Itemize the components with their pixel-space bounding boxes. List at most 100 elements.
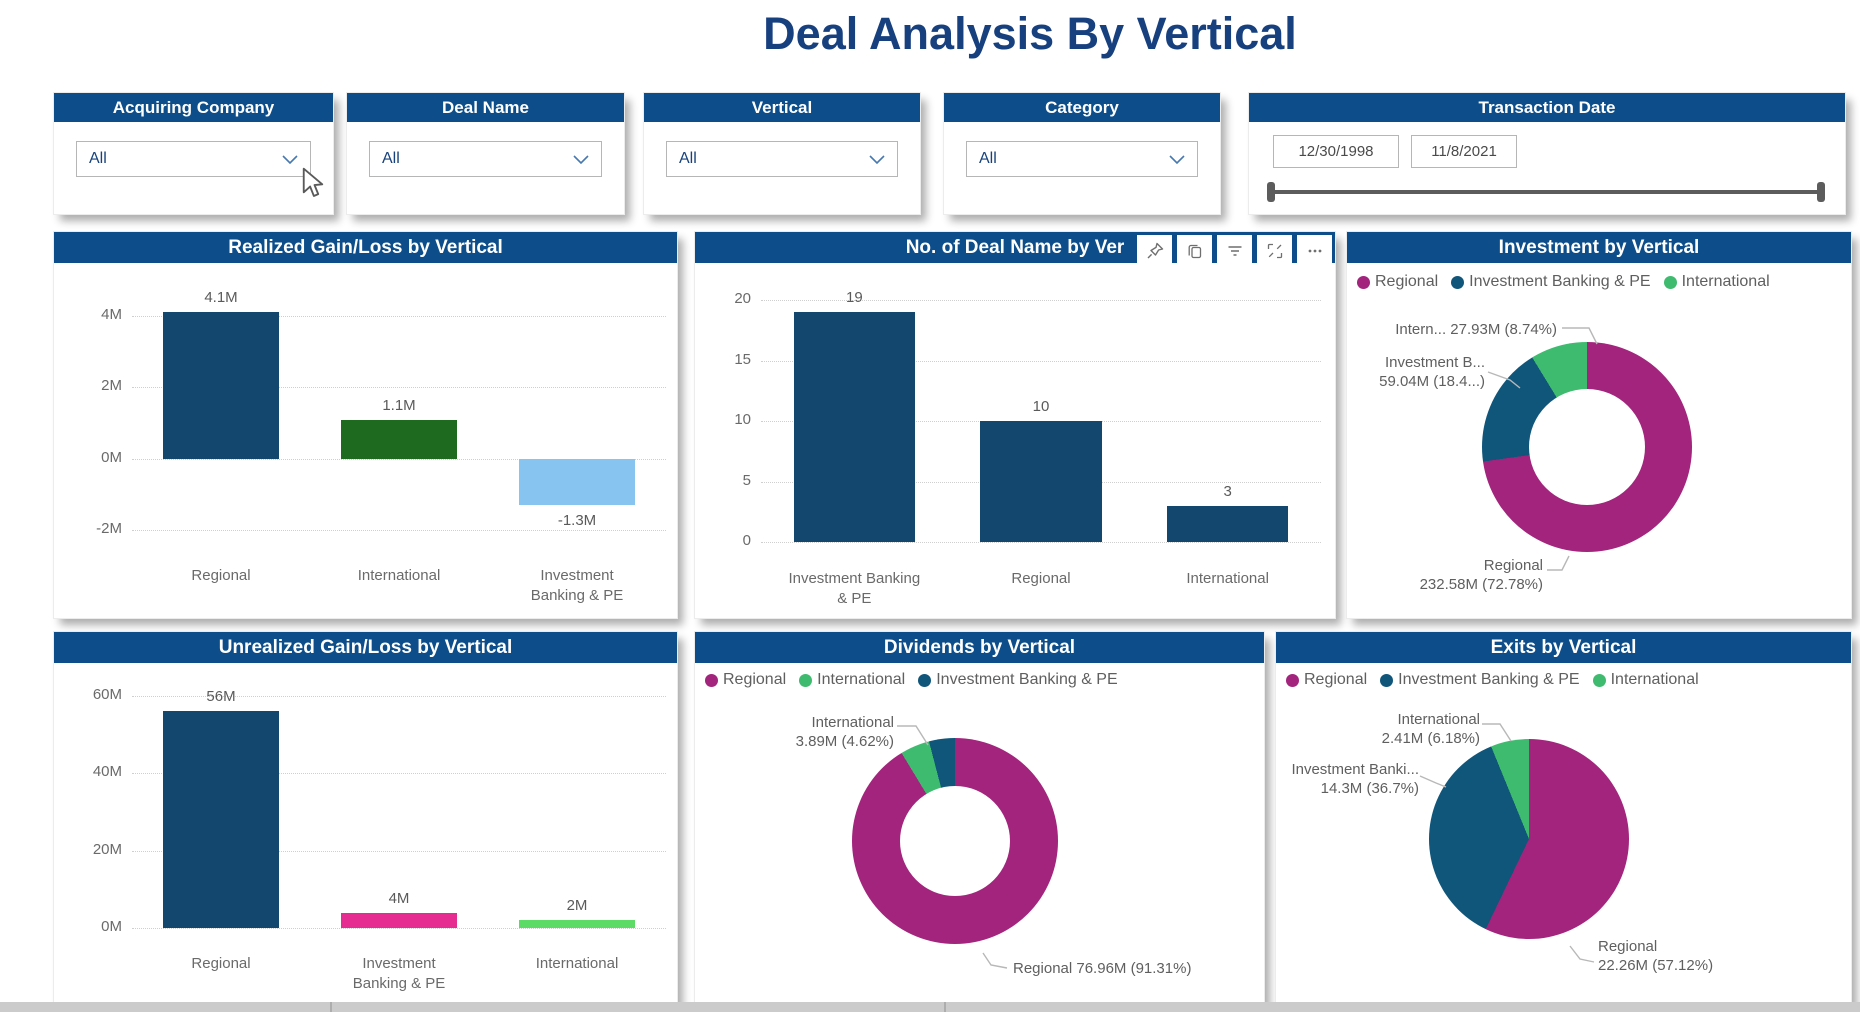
- legend-item[interactable]: International: [1592, 671, 1699, 689]
- legend-dot: [1451, 275, 1465, 289]
- filter-icon[interactable]: [1217, 235, 1252, 266]
- y-axis-tick: 0M: [101, 448, 122, 466]
- callout-line: Regional 76.96M (91.31%): [1013, 960, 1192, 977]
- bar-international[interactable]: [1167, 505, 1289, 542]
- slicer-title: Deal Name: [442, 97, 529, 117]
- bar-international[interactable]: [519, 920, 635, 928]
- gridline: [761, 360, 1321, 362]
- gridline: [132, 695, 666, 697]
- callout-international: International 2.41M (6.18%): [1328, 710, 1480, 748]
- visual-toolbar: [1137, 235, 1332, 266]
- chart-title: No. of Deal Name by Ver: [905, 236, 1125, 258]
- chart-title: Unrealized Gain/Loss by Vertical: [218, 636, 513, 658]
- donut-investment[interactable]: [1482, 342, 1692, 552]
- legend-item[interactable]: Regional: [705, 671, 786, 689]
- y-axis-tick: 40M: [92, 763, 122, 781]
- bar-international[interactable]: [341, 419, 457, 459]
- x-axis-category: Investment Banking & PE: [530, 567, 624, 604]
- x-axis-category: Investment Banking & PE: [788, 570, 921, 607]
- date-range-handle-end[interactable]: [1817, 182, 1825, 202]
- donut-hole: [1529, 389, 1645, 505]
- gridline: [132, 928, 666, 929]
- callout-international: Intern... 27.93M (8.74%): [1347, 320, 1557, 339]
- legend-item[interactable]: Investment Banking & PE: [1380, 671, 1580, 689]
- bar-plot: 4M 2M 0M -2M 4.1M Regional 1.1M International -1…: [96, 280, 666, 604]
- data-label: -1.3M: [557, 512, 597, 530]
- callout-investment-banking: Investment B... 59.04M (18.4...): [1347, 353, 1485, 391]
- donut-dividends[interactable]: [852, 738, 1058, 944]
- dropdown-value: All: [979, 150, 997, 167]
- y-axis-tick: 10: [734, 411, 751, 429]
- start-date-input[interactable]: [1273, 135, 1399, 168]
- y-axis-tick: 2M: [101, 377, 122, 395]
- slicer-title: Vertical: [751, 97, 813, 117]
- date-range-handle-start[interactable]: [1267, 182, 1275, 202]
- legend-dot: [705, 673, 718, 687]
- panel-dividends: Dividends by Vertical Regional Internatio…: [694, 631, 1265, 1004]
- bar-regional[interactable]: [163, 312, 279, 459]
- chart-title-bar: Dividends by Vertical: [695, 632, 1264, 663]
- category-dropdown[interactable]: All: [966, 141, 1198, 177]
- slicer-deal-name: Deal Name All: [346, 92, 625, 215]
- gridline: [132, 773, 666, 775]
- gridline: [132, 458, 666, 460]
- chart-title-bar: Investment by Vertical: [1347, 232, 1851, 263]
- vertical-dropdown[interactable]: All: [666, 141, 898, 177]
- legend: Regional Investment Banking & PE Internati…: [1286, 671, 1699, 689]
- focus-mode-icon[interactable]: [1257, 235, 1292, 266]
- dropdown-value: All: [89, 150, 107, 167]
- legend-dot: [1380, 673, 1394, 687]
- slicer-header: Vertical: [644, 93, 920, 122]
- data-label: 56M: [206, 688, 236, 706]
- pie-exits[interactable]: [1429, 739, 1629, 939]
- gridline: [132, 530, 666, 532]
- chevron-down-icon: [282, 154, 298, 164]
- legend-item[interactable]: Regional: [1357, 273, 1438, 291]
- bar-regional[interactable]: [163, 711, 279, 928]
- deal-name-dropdown[interactable]: All: [369, 141, 602, 177]
- legend-item[interactable]: Regional: [1286, 671, 1367, 689]
- panel-exits: Exits by Vertical Regional Investment Ban…: [1275, 631, 1852, 1004]
- legend-item[interactable]: Investment Banking & PE: [918, 671, 1118, 689]
- x-axis-category: International: [357, 567, 441, 584]
- data-label: 19: [845, 289, 863, 307]
- x-axis-category: Regional: [1011, 570, 1071, 587]
- legend-item[interactable]: Investment Banking & PE: [1451, 273, 1651, 291]
- legend-label: Investment Banking & PE: [1398, 671, 1580, 688]
- y-axis-tick: 20M: [92, 840, 122, 858]
- chart-title: Dividends by Vertical: [883, 636, 1076, 658]
- y-axis-tick: 15: [734, 350, 751, 368]
- bar-regional[interactable]: [980, 421, 1102, 542]
- slicer-header: Acquiring Company: [54, 93, 333, 122]
- bar-investment[interactable]: [341, 912, 457, 928]
- end-date-input[interactable]: [1411, 135, 1517, 168]
- x-axis-category: Regional: [191, 955, 251, 972]
- callout-investment-banking: Investment Banki... 14.3M (36.7%): [1276, 760, 1419, 798]
- horizontal-scrollbar[interactable]: [0, 1002, 1860, 1012]
- slicer-header: Category: [944, 93, 1220, 122]
- copy-icon[interactable]: [1177, 235, 1212, 266]
- bar-investment[interactable]: [519, 458, 635, 506]
- date-range-track[interactable]: [1271, 190, 1821, 194]
- legend-label: Investment Banking & PE: [1469, 273, 1651, 290]
- bar-investment-banking[interactable]: [793, 312, 915, 542]
- callout-international: International 3.89M (4.62%): [742, 713, 894, 751]
- callout-line: International: [811, 714, 894, 731]
- legend-item[interactable]: International: [1663, 273, 1770, 291]
- gridline: [132, 850, 666, 852]
- gridline: [761, 300, 1321, 302]
- chart-title: Exits by Vertical: [1490, 636, 1637, 658]
- pin-icon[interactable]: [1137, 235, 1172, 266]
- legend-item[interactable]: International: [799, 671, 905, 689]
- acquiring-company-dropdown[interactable]: All: [76, 141, 311, 177]
- bar-plot: 20 15 10 5 0 19 Investment Banking & PE 10 Regio…: [734, 281, 1321, 607]
- more-options-icon[interactable]: [1297, 235, 1332, 266]
- panel-realized-gain-loss: Realized Gain/Loss by Vertical 4M 2M 0M -2M…: [53, 231, 678, 619]
- callout-line: Investment B...: [1384, 354, 1485, 371]
- y-axis-tick: 20: [734, 290, 751, 308]
- legend-dot: [799, 673, 813, 687]
- chart-title: Realized Gain/Loss by Vertical: [228, 236, 503, 258]
- slicer-title: Acquiring Company: [112, 97, 275, 117]
- legend-dot: [1592, 673, 1606, 687]
